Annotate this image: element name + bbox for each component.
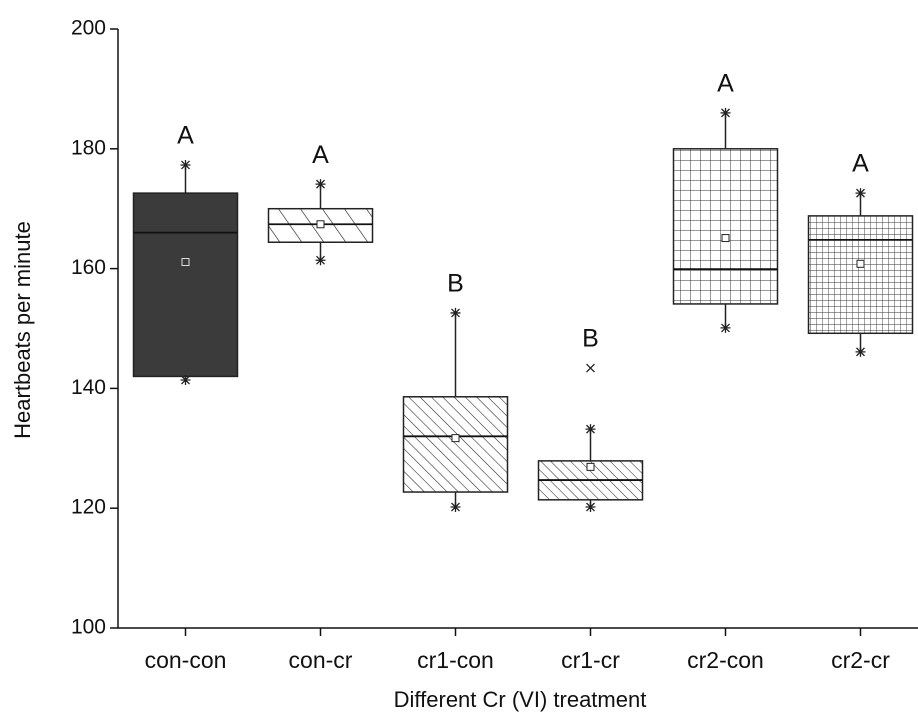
mean <box>316 220 325 229</box>
mean <box>856 259 865 268</box>
annotation: A <box>312 141 329 169</box>
whisker-low-marker <box>720 322 731 333</box>
x-tick-label: con-con <box>145 647 227 673</box>
annotation: A <box>852 150 869 178</box>
mean <box>451 434 460 443</box>
x-tick-label: con-cr <box>289 647 353 673</box>
box <box>132 192 239 378</box>
y-tick-label: 100 <box>71 616 106 639</box>
y-tick-label: 180 <box>71 136 106 159</box>
whisker-low-marker <box>450 502 461 513</box>
whisker-high-marker <box>720 107 731 118</box>
mean <box>586 462 595 471</box>
annotation: B <box>447 270 464 298</box>
outlier <box>586 363 595 373</box>
whisker-low-marker <box>315 255 326 266</box>
y-tick-label: 200 <box>71 17 106 40</box>
x-tick-label: cr2-con <box>687 647 764 673</box>
x-tick-label: cr1-con <box>417 647 494 673</box>
whisker-low-marker <box>855 346 866 357</box>
whisker-low-marker <box>180 375 191 386</box>
whisker-high-marker <box>855 188 866 199</box>
x-axis-title: Different Cr (VI) treatment <box>394 687 647 712</box>
y-axis-title: Heartbeats per minute <box>10 221 35 439</box>
x-tick-label: cr1-cr <box>561 647 620 673</box>
mean <box>181 258 190 267</box>
y-tick-label: 160 <box>71 256 106 279</box>
annotation: B <box>582 325 599 353</box>
annotation: A <box>177 122 194 150</box>
box <box>402 396 509 493</box>
box <box>807 215 914 335</box>
box <box>672 148 779 305</box>
y-tick-label: 120 <box>71 496 106 519</box>
whisker-low-marker <box>585 502 596 513</box>
mean <box>721 234 730 243</box>
x-tick-label: cr2-cr <box>831 647 890 673</box>
y-tick-label: 140 <box>71 376 106 399</box>
whisker-high-marker <box>585 424 596 435</box>
annotation: A <box>717 69 734 97</box>
whisker-high-marker <box>315 179 326 190</box>
whisker-high-marker <box>180 159 191 170</box>
whisker-high-marker <box>450 307 461 318</box>
